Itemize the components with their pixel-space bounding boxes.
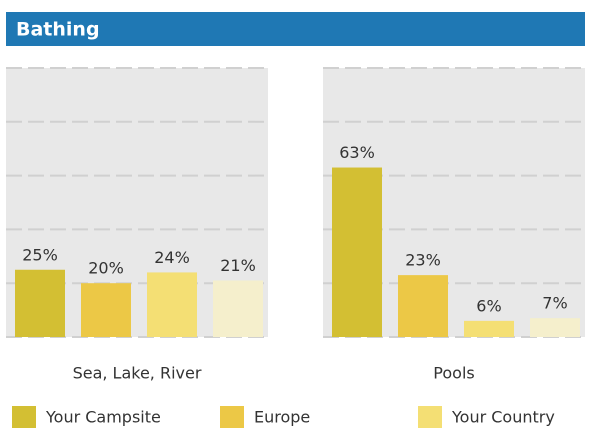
legend-swatch — [418, 406, 442, 428]
bar — [81, 283, 131, 337]
x-tick-label: Pools — [433, 364, 474, 383]
value-label: 24% — [154, 248, 190, 267]
legend-label: Your Country — [451, 408, 555, 427]
bar — [398, 275, 448, 337]
title-bar — [6, 12, 585, 46]
value-label: 23% — [405, 251, 441, 270]
value-label: 63% — [339, 143, 375, 162]
value-label: 20% — [88, 259, 124, 278]
chart-title: Bathing — [16, 19, 100, 41]
legend-label: Europe — [254, 408, 310, 427]
value-label: 25% — [22, 245, 58, 264]
bar — [15, 269, 65, 337]
legend-swatch — [220, 406, 244, 428]
bar — [530, 318, 580, 337]
x-tick-label: Sea, Lake, River — [73, 364, 202, 383]
bar — [464, 320, 514, 337]
legend-label: Your Campsite — [45, 408, 161, 427]
value-label: 21% — [220, 256, 256, 275]
legend-swatch — [12, 406, 36, 428]
value-label: 6% — [476, 296, 501, 315]
value-label: 7% — [542, 294, 567, 313]
bar — [332, 167, 382, 337]
bar — [213, 280, 263, 337]
bar — [147, 272, 197, 337]
